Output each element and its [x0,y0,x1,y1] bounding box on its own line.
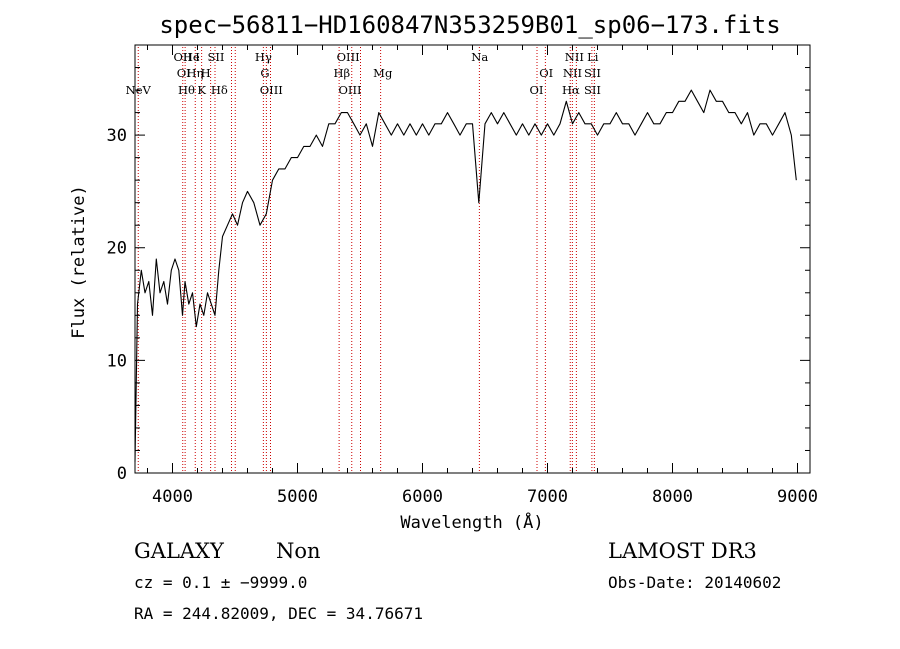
spectral-line-label: OIII [337,50,360,64]
spectral-line-label: NII [563,66,582,80]
spectral-line-label: Hη [187,66,204,80]
spectral-line-label: Hθ [178,83,195,97]
spectral-line-label: Mg [373,66,393,80]
spectral-line-label: OIII [260,83,283,97]
spectral-line-label: He [183,50,200,64]
object-subclass: Non [276,539,321,563]
survey-name: LAMOST DR3 [608,539,757,563]
spectral-line-label: I [195,50,200,64]
spectral-lines-layer [137,47,595,473]
y-tick-label: 10 [107,351,127,371]
x-tick-label: 9000 [777,487,818,507]
spectral-line-label: OII [173,50,192,64]
spectral-line-labels-layer: NeVOIIOIHθHeHηIKHSIIHδHγGOIIIHβOIIIOIIIM… [126,50,601,97]
spectral-line-label: NII [565,50,584,64]
x-tick-label: 5000 [277,487,318,507]
spectral-line-label: OIII [338,83,361,97]
spectral-line-label: OI [539,66,553,80]
y-tick-label: 0 [117,464,127,484]
y-tick-label: 30 [107,126,127,146]
spectral-line-label: Hα [562,83,580,97]
spectral-line-label: OI [530,83,544,97]
spectral-line-label: Li [587,50,599,64]
spectral-line-label: Hβ [334,66,351,80]
x-axis-label: Wavelength (Å) [400,511,543,533]
spectral-line-label: SII [208,50,225,64]
y-tick-label: 20 [107,239,127,259]
x-tick-label: 8000 [652,487,693,507]
y-axis-ticks: 0 10 20 30 [107,67,810,484]
x-tick-label: 7000 [527,487,568,507]
spectral-line-label: Hγ [255,50,272,64]
spectral-line-label: H [201,66,211,80]
spectral-line-label: K [197,83,206,97]
spectral-line-label: SII [584,83,601,97]
observation-date: Obs-Date: 20140602 [608,573,781,592]
spectral-line-label: Hδ [211,83,228,97]
spectral-line-label: G [260,66,269,80]
chart-title: spec−56811−HD160847N353259B01_sp06−173.f… [159,11,780,39]
spectral-line-label: Na [471,50,488,64]
y-axis-label: Flux (relative) [69,185,89,339]
x-axis-ticks: 4000 5000 6000 7000 8000 9000 [147,45,818,507]
coordinates: RA = 244.82009, DEC = 34.76671 [134,604,423,623]
x-tick-label: 6000 [402,487,443,507]
flux-series-line [134,89,797,462]
series-layer [134,89,797,462]
object-class: GALAXY [134,539,225,563]
plot-frame [134,44,811,474]
spectral-line-label: SII [584,66,601,80]
x-tick-label: 4000 [152,487,193,507]
spectral-line-label: OI [177,66,191,80]
redshift-cz: cz = 0.1 ± −9999.0 [134,573,307,592]
